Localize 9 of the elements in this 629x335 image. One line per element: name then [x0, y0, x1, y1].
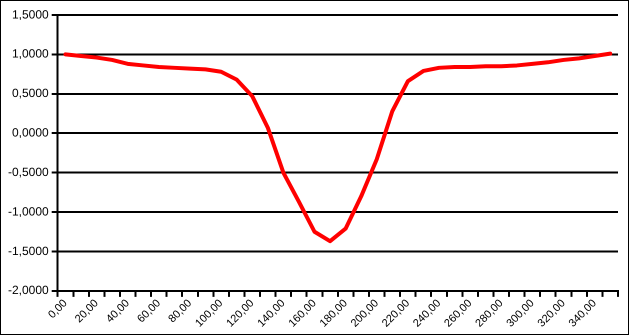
y-tick-label: 0,5000 [12, 86, 50, 100]
x-tick-label: 0,00 [46, 297, 70, 321]
y-tick-label: -1,5000 [8, 244, 50, 258]
y-tick-label: 1,0000 [12, 46, 50, 61]
y-tick-label: -0,5000 [8, 164, 50, 179]
y-tick-label: -2,0000 [8, 283, 50, 298]
y-tick-label: -1,0000 [8, 204, 50, 218]
y-tick-label: 0,0000 [12, 126, 50, 140]
y-tick-label: 1,5000 [12, 7, 50, 22]
